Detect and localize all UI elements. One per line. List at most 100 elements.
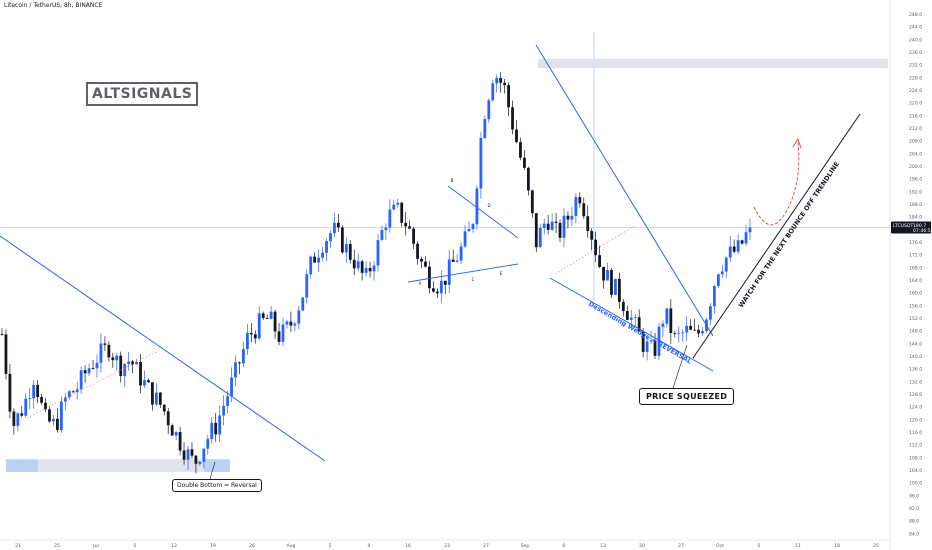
candle-body (99, 343, 103, 363)
candle-body (574, 197, 578, 216)
candle-body (182, 450, 186, 460)
candle-body (431, 288, 435, 292)
candle-body (471, 224, 475, 230)
candle-body (388, 209, 392, 228)
price-tick-label: 184.0 (909, 215, 922, 221)
right-bottom-highlight (204, 459, 230, 472)
candle-body (720, 271, 724, 275)
candle-body (107, 344, 111, 358)
price-squeezed-callout: PRICE SQUEEZED (639, 388, 735, 405)
candle-body (360, 261, 364, 273)
candle-body (641, 331, 645, 352)
candle-body (8, 373, 12, 412)
dotted-projection-1 (26, 349, 161, 419)
candle-body (558, 222, 562, 238)
candle-body (503, 82, 507, 86)
trendlines-layer (0, 44, 861, 480)
pattern-point-label: B (451, 178, 454, 183)
candle-body (210, 422, 214, 440)
candle-body (709, 306, 712, 320)
time-tick-label: 18 (834, 543, 840, 549)
candle-body (439, 280, 443, 294)
bounce-arrow-path (753, 141, 800, 226)
candle-body (669, 308, 673, 333)
candle-body (154, 392, 158, 405)
candles-layer (0, 72, 752, 474)
price-tick-label: 168.0 (909, 265, 922, 271)
price-axis-bg (890, 0, 932, 550)
double-bottom-zone (6, 459, 228, 472)
candle-body (261, 313, 265, 318)
candle-body (234, 362, 237, 378)
candle-body (321, 252, 324, 258)
candle-body (226, 396, 229, 406)
double-bottom-pointer (209, 461, 216, 480)
time-tick-label: 19 (210, 543, 216, 549)
price-tick-label: 208.0 (909, 139, 922, 145)
candle-body (44, 402, 47, 410)
candle-body (194, 455, 198, 464)
candle-body (214, 422, 218, 435)
price-axis[interactable]: 248.0 244.0 240.0 236.0 232.0 228.0 224.0 220.0… (889, 0, 932, 550)
price-tick-label: 244.0 (909, 25, 922, 31)
time-tick-label: 23 (444, 543, 450, 549)
candle-body (614, 278, 617, 295)
candle-body (728, 246, 732, 258)
candle-body (629, 317, 633, 320)
double-bottom-callout: Double Bottom = Reversal (172, 479, 262, 492)
candle-body (103, 343, 107, 345)
candle-body (317, 257, 321, 263)
price-tick-label: 96.0 (909, 493, 919, 499)
rising-support-trendline (692, 113, 861, 359)
candle-body (143, 380, 146, 386)
candle-body (681, 332, 685, 334)
candle-body (519, 142, 522, 158)
time-tick-label: 6 (563, 543, 566, 549)
price-tick-label: 236.0 (909, 50, 922, 56)
time-tick-label: 5 (134, 543, 137, 549)
candle-body (479, 138, 483, 189)
candle-body (115, 355, 119, 361)
time-axis[interactable]: 21 25 Jul 5 12 19 26 Aug 5 9 16 23 27 Sep 6 13 20 27 Oct 5 1… (0, 539, 890, 549)
price-tick-label: 160.0 (909, 291, 922, 297)
wedge-lower-line (549, 277, 714, 372)
candle-body (277, 331, 281, 342)
labels-layer: Descending Wedge = REVERSAL WATCH FOR THE… (419, 160, 841, 365)
price-tick-label: 92.0 (909, 506, 919, 512)
descending-wedge-label: Descending Wedge = REVERSAL (587, 300, 693, 366)
candle-body (740, 240, 744, 244)
candle-body (562, 215, 566, 238)
candle-body (238, 362, 241, 364)
price-tick-label: 224.0 (909, 88, 922, 94)
candle-body (356, 261, 360, 269)
price-tick-label: 148.0 (909, 329, 922, 335)
candle-body (289, 321, 293, 326)
candle-body (590, 231, 594, 240)
candle-body (166, 411, 170, 426)
candle-body (139, 361, 142, 386)
price-tick-label: 144.0 (909, 341, 922, 347)
candle-body (36, 384, 40, 398)
price-tick-label: 204.0 (909, 151, 922, 157)
candle-body (649, 340, 653, 342)
pattern-point-label: D (487, 203, 490, 208)
price-squeezed-pointer (672, 344, 688, 389)
candle-body (732, 246, 736, 252)
price-tick-label: 232.0 (909, 63, 922, 69)
left-bottom-highlight (6, 459, 38, 472)
candle-body (606, 270, 609, 281)
candle-body (610, 270, 613, 295)
dotted-projection-3 (205, 436, 211, 443)
candle-body (748, 227, 752, 233)
price-tick-label: 164.0 (909, 278, 922, 284)
price-tick-label: 248.0 (909, 12, 922, 18)
candle-body (67, 391, 71, 398)
candle-body (63, 397, 67, 402)
candle-body (198, 461, 202, 464)
candle-body (716, 274, 720, 286)
price-tick-label: 108.0 (909, 455, 922, 461)
price-tick-label: 140.0 (909, 354, 922, 360)
candle-body (131, 361, 135, 365)
